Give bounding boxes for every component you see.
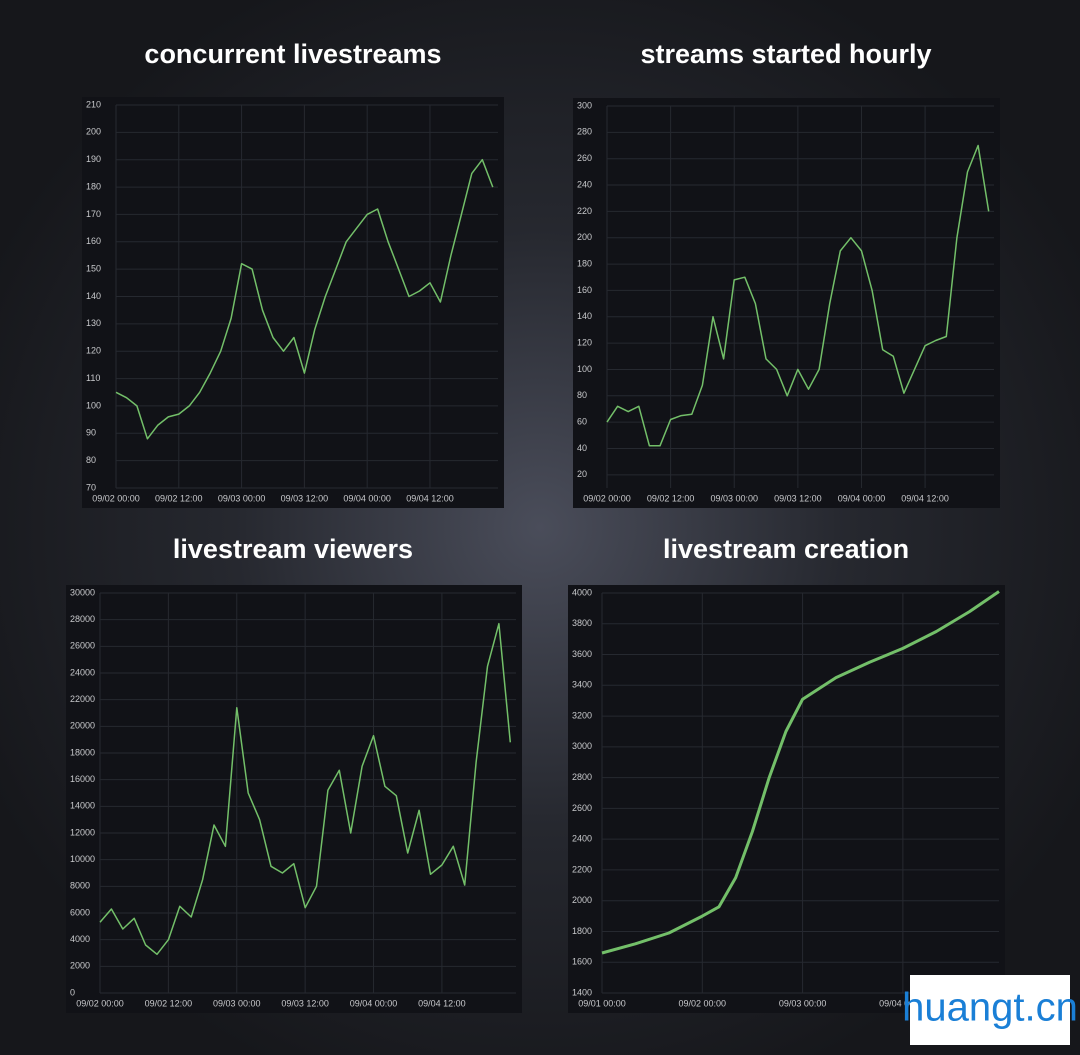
chart-title: concurrent livestreams <box>144 39 441 69</box>
x-tick-label: 09/04 00:00 <box>350 998 398 1008</box>
y-tick-label: 4000 <box>572 587 592 597</box>
y-tick-label: 20000 <box>70 721 95 731</box>
watermark: huangt.cn <box>902 986 1078 1030</box>
y-tick-label: 40 <box>577 443 587 453</box>
y-tick-label: 180 <box>577 258 592 268</box>
y-tick-label: 3000 <box>572 741 592 751</box>
x-tick-label: 09/04 12:00 <box>406 493 454 503</box>
y-tick-label: 190 <box>86 154 101 164</box>
y-tick-label: 240 <box>577 179 592 189</box>
chart-title: livestream creation <box>663 534 909 564</box>
y-tick-label: 100 <box>577 364 592 374</box>
x-tick-label: 09/02 12:00 <box>647 493 695 503</box>
y-tick-label: 170 <box>86 209 101 219</box>
y-tick-label: 140 <box>86 291 101 301</box>
y-tick-label: 130 <box>86 318 101 328</box>
y-tick-label: 12000 <box>70 827 95 837</box>
y-tick-label: 200 <box>86 127 101 137</box>
x-tick-label: 09/02 00:00 <box>583 493 631 503</box>
y-tick-label: 120 <box>86 346 101 356</box>
y-tick-label: 2200 <box>572 864 592 874</box>
y-tick-label: 210 <box>86 99 101 109</box>
y-tick-label: 8000 <box>70 881 90 891</box>
x-tick-label: 09/03 12:00 <box>281 998 329 1008</box>
y-tick-label: 22000 <box>70 694 95 704</box>
y-tick-label: 1600 <box>572 957 592 967</box>
x-tick-label: 09/03 12:00 <box>281 493 329 503</box>
x-tick-label: 09/03 00:00 <box>710 493 758 503</box>
y-tick-label: 2400 <box>572 834 592 844</box>
y-tick-label: 300 <box>577 100 592 110</box>
y-tick-label: 10000 <box>70 854 95 864</box>
data-line <box>115 158 494 440</box>
y-tick-label: 160 <box>86 236 101 246</box>
y-tick-label: 120 <box>577 337 592 347</box>
y-tick-label: 2000 <box>572 895 592 905</box>
x-tick-label: 09/04 12:00 <box>901 493 949 503</box>
y-tick-label: 4000 <box>70 934 90 944</box>
x-tick-label: 09/03 00:00 <box>218 493 266 503</box>
x-tick-label: 09/01 00:00 <box>578 998 626 1008</box>
y-tick-label: 1800 <box>572 926 592 936</box>
y-tick-label: 3800 <box>572 618 592 628</box>
y-tick-label: 18000 <box>70 747 95 757</box>
y-tick-label: 140 <box>577 311 592 321</box>
y-tick-label: 200 <box>577 232 592 242</box>
y-tick-label: 70 <box>86 482 96 492</box>
y-tick-label: 220 <box>577 206 592 216</box>
y-tick-label: 3200 <box>572 710 592 720</box>
x-tick-label: 09/02 00:00 <box>679 998 727 1008</box>
y-tick-label: 14000 <box>70 801 95 811</box>
y-tick-label: 80 <box>577 390 587 400</box>
data-line <box>99 622 512 956</box>
x-tick-label: 09/04 00:00 <box>879 998 927 1008</box>
x-tick-label: 09/03 00:00 <box>213 998 261 1008</box>
panel <box>82 97 504 508</box>
y-tick-label: 2000 <box>70 961 90 971</box>
x-tick-label: 09/04 00:00 <box>838 493 886 503</box>
data-line <box>601 590 1000 955</box>
y-tick-label: 6000 <box>70 907 90 917</box>
chart-title: streams started hourly <box>640 39 931 69</box>
data-line <box>606 144 990 447</box>
y-tick-label: 2600 <box>572 803 592 813</box>
y-tick-label: 24000 <box>70 667 95 677</box>
y-tick-label: 1400 <box>572 987 592 997</box>
y-tick-label: 110 <box>86 373 100 383</box>
y-tick-label: 180 <box>86 181 101 191</box>
y-tick-label: 30000 <box>70 587 95 597</box>
y-tick-label: 28000 <box>70 614 95 624</box>
panel <box>66 585 522 1013</box>
y-tick-label: 80 <box>86 455 96 465</box>
x-tick-label: 09/02 12:00 <box>155 493 203 503</box>
x-tick-label: 09/02 00:00 <box>76 998 124 1008</box>
y-tick-label: 260 <box>577 153 592 163</box>
y-tick-label: 100 <box>86 400 101 410</box>
y-tick-label: 16000 <box>70 774 95 784</box>
panel <box>568 585 1005 1013</box>
y-tick-label: 0 <box>70 987 75 997</box>
y-tick-label: 26000 <box>70 641 95 651</box>
y-tick-label: 90 <box>86 428 96 438</box>
x-tick-label: 09/03 00:00 <box>779 998 827 1008</box>
y-tick-label: 20 <box>577 469 587 479</box>
y-tick-label: 60 <box>577 417 587 427</box>
y-tick-label: 150 <box>86 264 101 274</box>
x-tick-label: 09/03 12:00 <box>774 493 822 503</box>
x-tick-label: 09/04 12:00 <box>418 998 466 1008</box>
y-tick-label: 280 <box>577 127 592 137</box>
y-tick-label: 3600 <box>572 649 592 659</box>
chart-title: livestream viewers <box>173 534 413 564</box>
x-tick-label: 09/04 00:00 <box>343 493 391 503</box>
y-tick-label: 160 <box>577 285 592 295</box>
y-tick-label: 3400 <box>572 680 592 690</box>
y-tick-label: 2800 <box>572 772 592 782</box>
watermark-box <box>910 975 1070 1045</box>
panel <box>573 98 1000 508</box>
x-tick-label: 09/02 00:00 <box>92 493 140 503</box>
x-tick-label: 09/02 12:00 <box>145 998 193 1008</box>
